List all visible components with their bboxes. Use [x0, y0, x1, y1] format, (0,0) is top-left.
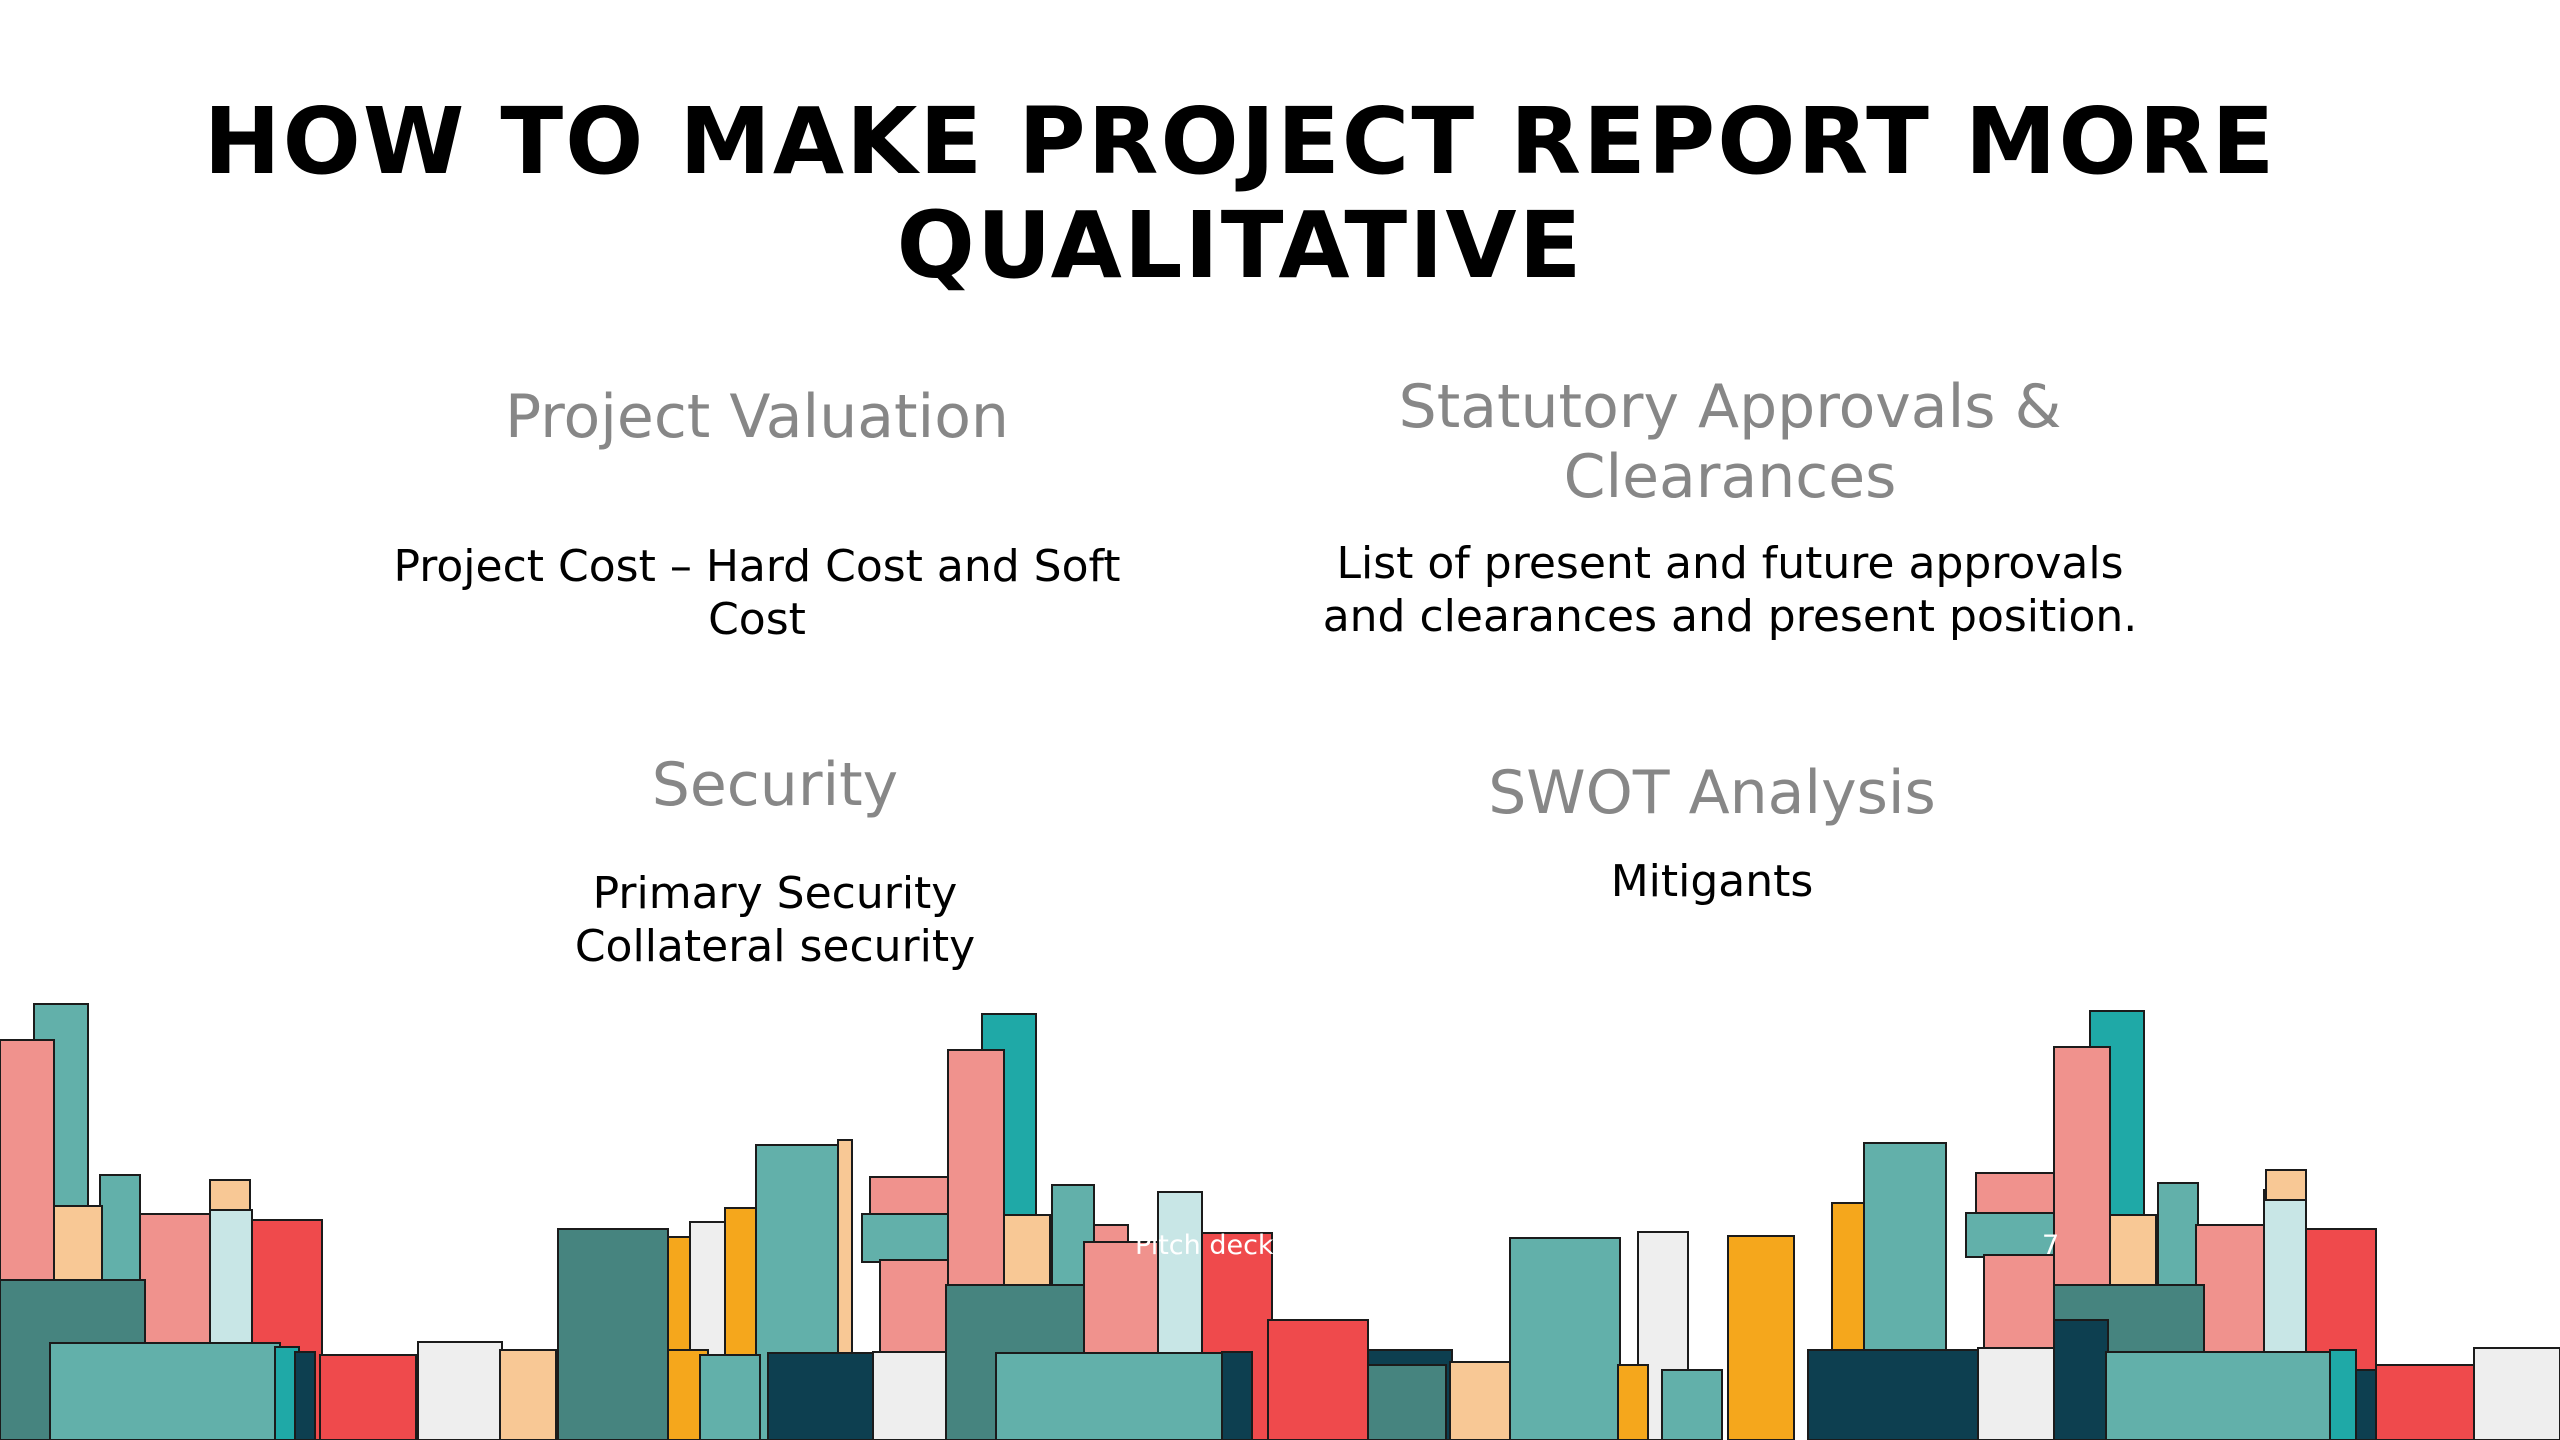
statutory-approvals-heading: Statutory Approvals & Clearances [1280, 372, 2180, 512]
security-body-line-2: Collateral security [574, 921, 976, 972]
title-line-1: HOW TO MAKE PROJECT REPORT MORE [203, 88, 2277, 195]
swot-analysis-body: Mitigants [1610, 856, 1814, 907]
project-valuation-body-line-1: Project Cost – Hard Cost and Soft [393, 541, 1121, 592]
title-line-2: QUALITATIVE [896, 192, 1584, 299]
city-skyline-illustration [0, 1003, 2560, 1440]
footer-pitch-deck-label: Pitch deck [1135, 1230, 1274, 1261]
security-heading: Security [651, 750, 899, 820]
statutory-approvals-heading-line-1: Statutory Approvals & [1398, 372, 2062, 442]
project-valuation-heading: Project Valuation [505, 382, 1009, 452]
swot-analysis-heading: SWOT Analysis [1488, 758, 1936, 828]
slide-title: HOW TO MAKE PROJECT REPORT MORE QUALITAT… [0, 90, 2480, 298]
security-body-line-1: Primary Security [592, 868, 958, 919]
security-body: Primary Security Collateral security [425, 867, 1125, 973]
statutory-approvals-heading-line-2: Clearances [1563, 442, 1897, 512]
project-valuation-body-line-2: Cost [708, 594, 806, 645]
statutory-approvals-body: List of present and future approvals and… [1280, 537, 2180, 643]
footer-page-number: 7 [2042, 1230, 2060, 1261]
statutory-approvals-body-line-2: and clearances and present position. [1322, 591, 2138, 642]
project-valuation-body: Project Cost – Hard Cost and Soft Cost [307, 540, 1207, 646]
statutory-approvals-body-line-1: List of present and future approvals [1336, 538, 2124, 589]
